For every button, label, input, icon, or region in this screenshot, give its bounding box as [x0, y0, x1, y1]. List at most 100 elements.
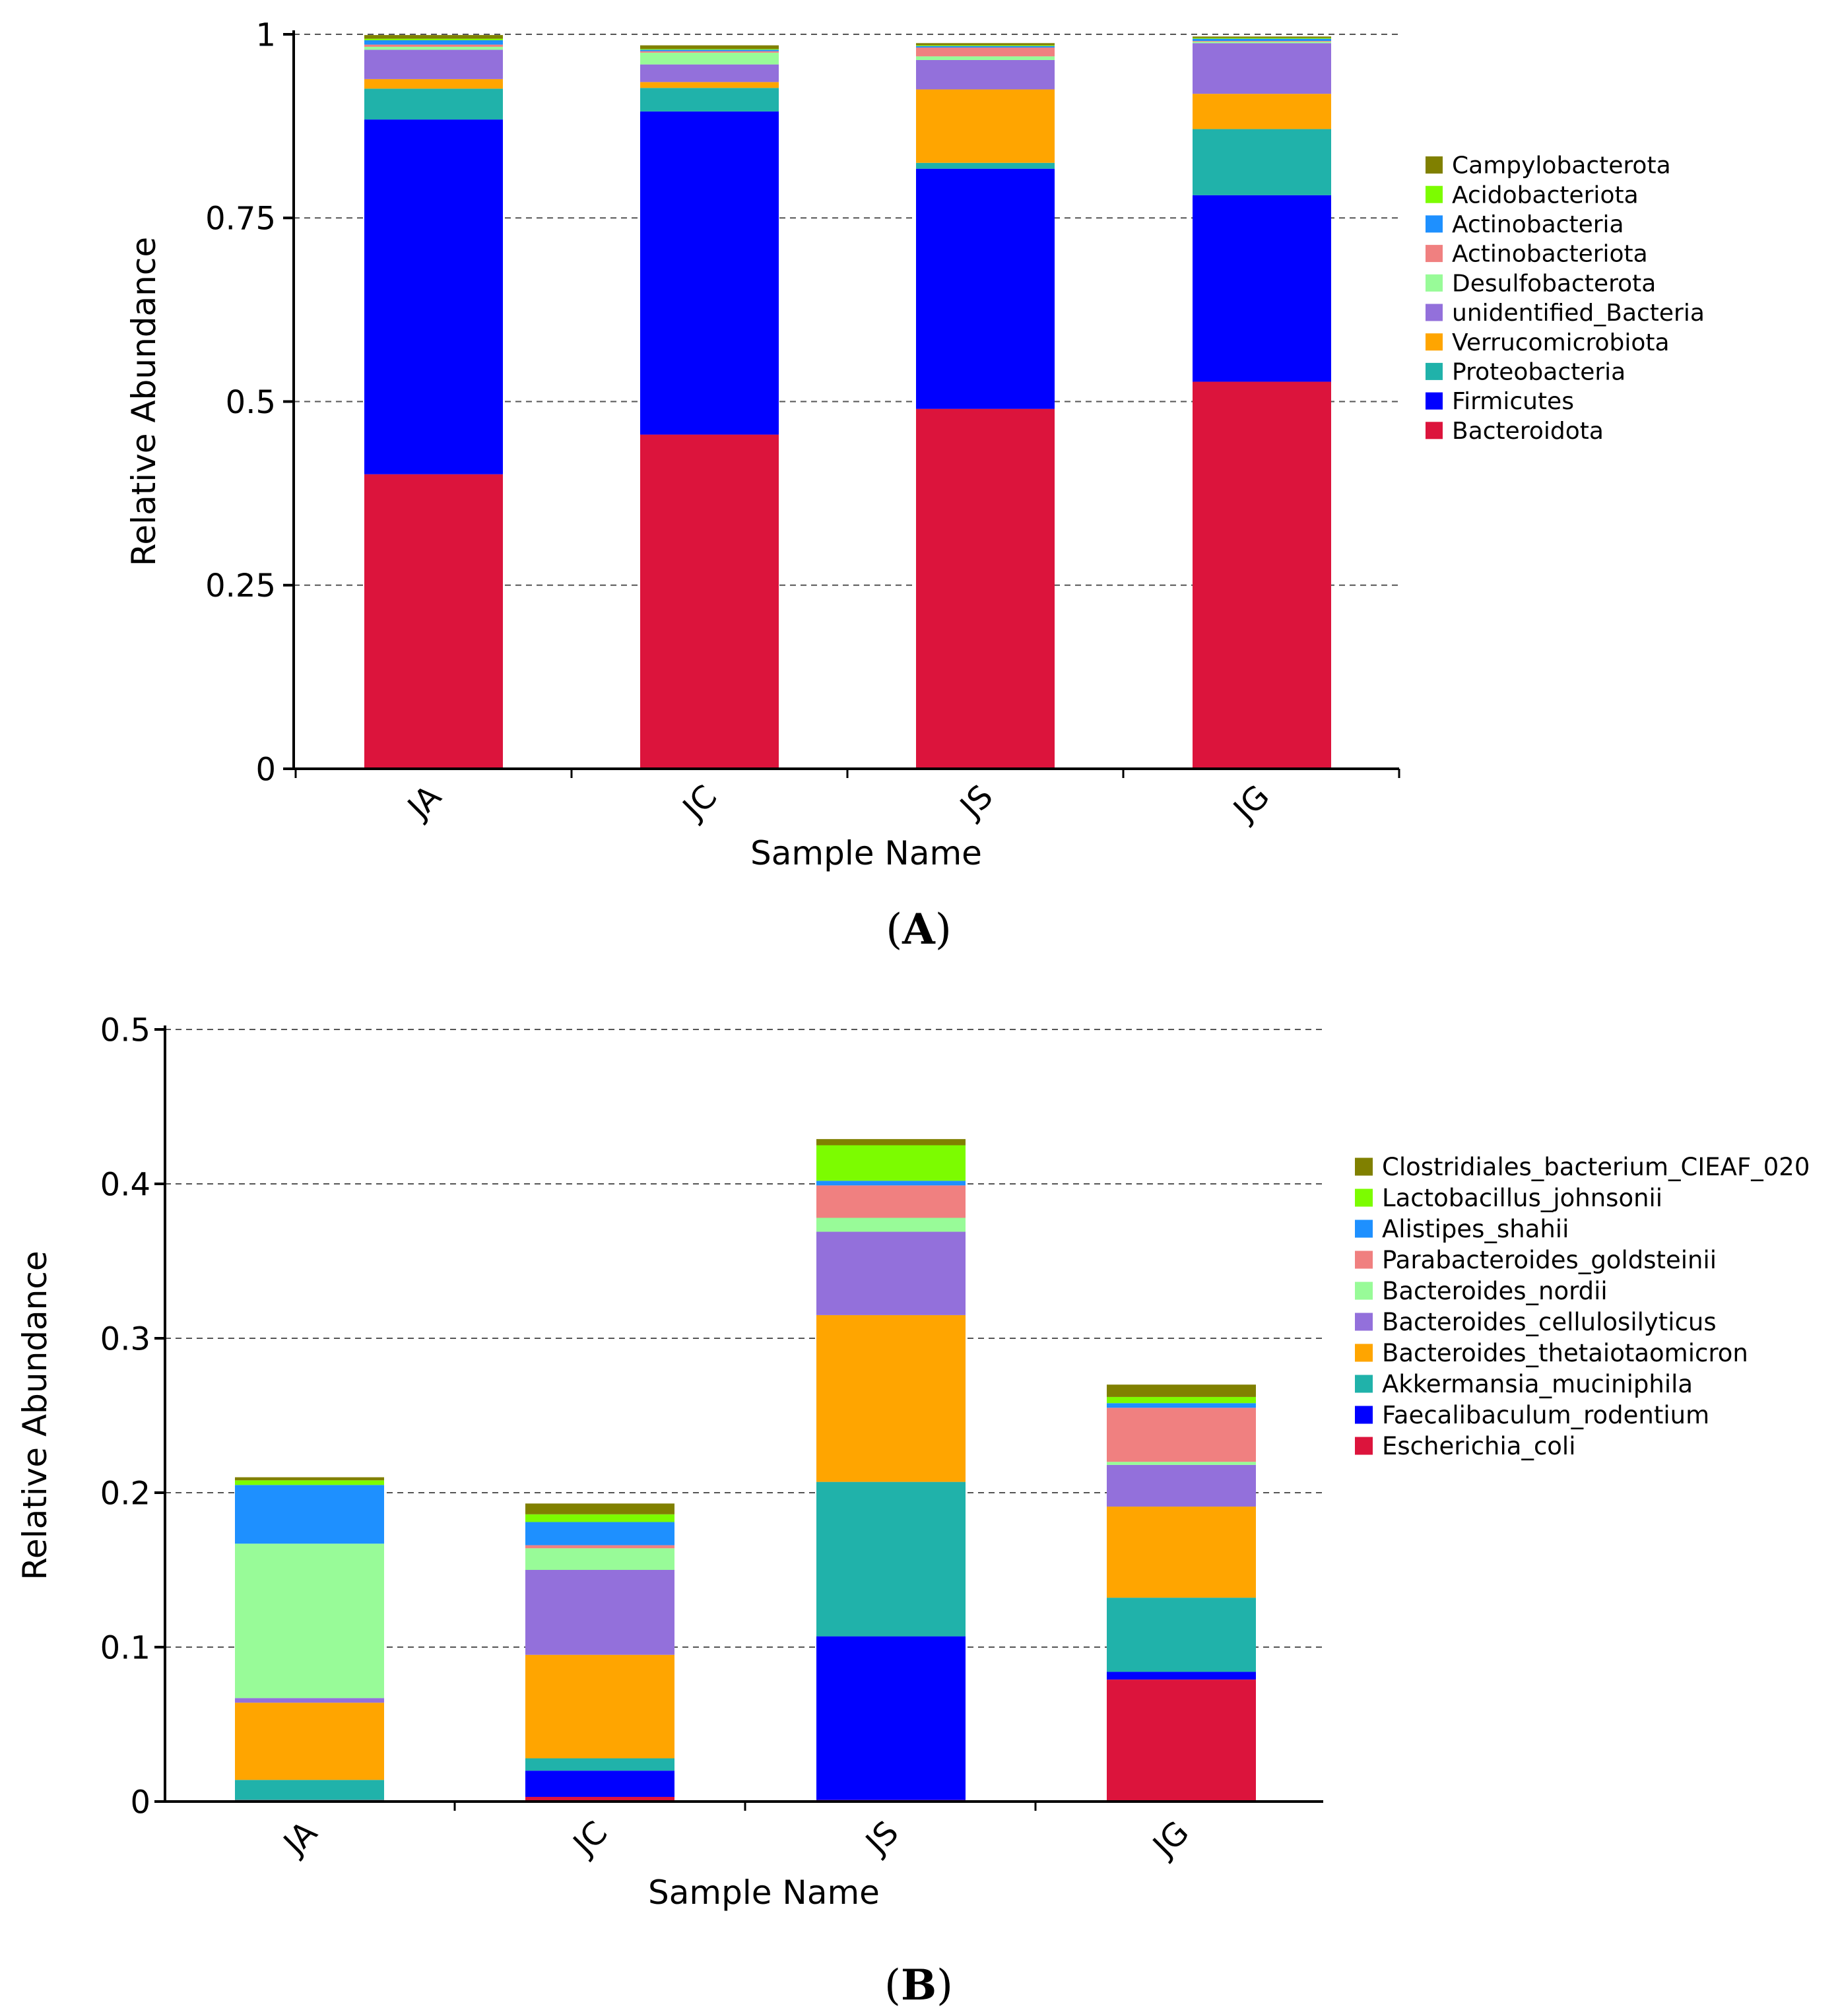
chart-b-y-tick-label: 0: [130, 1784, 150, 1821]
chart-b-bar-segment: [816, 1636, 966, 1800]
chart-b-bar-segment: [816, 1145, 966, 1181]
chart-b-legend-label: Alistipes_shahii: [1382, 1215, 1569, 1243]
chart-b-bar-segment: [816, 1185, 966, 1218]
chart-b-bar-segment: [235, 1477, 384, 1481]
chart-b-bar-segment: [525, 1758, 674, 1771]
chart-a-bar-segment: [364, 79, 503, 89]
chart-a-bar-segment: [916, 59, 1055, 90]
chart-b-bar-segment: [235, 1480, 384, 1485]
chart-a-legend-swatch: [1426, 156, 1443, 174]
chart-a-bar-segment: [640, 52, 779, 65]
chart-a-bar-segment: [916, 46, 1055, 48]
chart-a-legend-swatch: [1426, 245, 1443, 263]
chart-a-bar-segment: [640, 82, 779, 88]
chart-b-bar-segment: [525, 1570, 674, 1655]
chart-a-bar-segment: [1193, 381, 1331, 769]
chart-a-y-tick-label: 0.75: [205, 201, 276, 238]
chart-a-legend-swatch: [1426, 274, 1443, 292]
chart-a-bar-segment: [364, 46, 503, 50]
chart-b-bar-segment: [1107, 1464, 1256, 1507]
chart-a-bar-segment: [364, 49, 503, 79]
chart-b-bar-segment: [816, 1315, 966, 1482]
chart-b-legend-label: Lactobacillus_johnsonii: [1382, 1184, 1662, 1212]
chart-a-panel-label: (A): [886, 905, 952, 954]
chart-a-y-tick-label: 0.5: [226, 384, 276, 421]
chart-b-y-tick-label: 0.5: [100, 1012, 150, 1049]
chart-b-legend-label: Bacteroides_nordii: [1382, 1277, 1608, 1305]
chart-b-bar-segment: [1107, 1462, 1256, 1465]
chart-a-bar-segment: [916, 56, 1055, 60]
chart-a-bar-segment: [364, 88, 503, 120]
chart-a-bar-segment: [1193, 43, 1331, 94]
chart-a-bar-segment: [364, 119, 503, 474]
chart-a-bar-segment: [364, 44, 503, 47]
chart-b-bar-segment: [525, 1654, 674, 1759]
chart-a-legend-label: Campylobacterota: [1452, 152, 1671, 179]
chart-b-panel-label-paren: (: [884, 1961, 901, 2010]
chart-b-y-tick-label: 0.4: [100, 1166, 150, 1203]
chart-a-bar-segment: [916, 162, 1055, 169]
chart-a-bar-segment: [916, 168, 1055, 409]
chart-a-legend-label: Actinobacteria: [1452, 211, 1624, 238]
chart-a-bar-segment: [640, 45, 779, 49]
chart-a-legend-swatch: [1426, 422, 1443, 439]
chart-a-bar-segment: [916, 408, 1055, 769]
chart-a-bar-segment: [916, 89, 1055, 163]
chart-b-bar-segment: [525, 1514, 674, 1522]
chart-b-legend-swatch: [1355, 1437, 1373, 1455]
chart-a-legend-label: Bacteroidota: [1452, 418, 1604, 445]
chart-a-bar-segment: [916, 43, 1055, 46]
chart-b-legend-swatch: [1355, 1282, 1373, 1300]
chart-a-bar-segment: [1193, 195, 1331, 382]
chart-b-legend-swatch: [1355, 1406, 1373, 1424]
chart-b-y-tick-label: 0.1: [100, 1629, 150, 1666]
chart-a-panel-label-letter: A: [902, 905, 936, 954]
chart-a-legend-swatch: [1426, 215, 1443, 233]
chart-b-legend-label: Bacteroides_thetaiotaomicron: [1382, 1339, 1748, 1367]
chart-b-legend-swatch: [1355, 1219, 1373, 1238]
chart-b-legend-label: Clostridiales_bacterium_CIEAF_020: [1382, 1153, 1810, 1181]
chart-a-bar-segment: [1193, 41, 1331, 42]
chart-a-bar-segment: [1193, 38, 1331, 42]
chart-b-bar-segment: [525, 1503, 674, 1514]
chart-b-bar-segment: [1107, 1598, 1256, 1672]
chart-a-bar-segment: [364, 474, 503, 769]
chart-b-bar-segment: [816, 1181, 966, 1186]
chart-b-bar-segment: [1107, 1403, 1256, 1408]
chart-b-bar-segment: [1107, 1679, 1256, 1802]
chart-a-bar-segment: [640, 49, 779, 51]
chart-a-y-tick-label: 0: [255, 751, 276, 788]
chart-b-legend-label: Faecalibaculum_rodentium: [1382, 1401, 1709, 1429]
chart-b-bar-segment: [1107, 1507, 1256, 1598]
chart-a-legend-label: Verrucomicrobiota: [1452, 329, 1670, 356]
chart-b-panel-label-paren: ): [936, 1961, 953, 2010]
chart-a-panel-label-paren: ): [935, 905, 952, 954]
chart-a-y-axis-title: Relative Abundance: [125, 237, 163, 566]
chart-b-legend-label: Bacteroides_cellulosilyticus: [1382, 1308, 1717, 1336]
chart-b-legend-swatch: [1355, 1157, 1373, 1176]
chart-b-bar-segment: [816, 1218, 966, 1232]
chart-b-panel-label: (B): [884, 1961, 953, 2010]
chart-b-bar-segment: [816, 1231, 966, 1315]
chart-a-bar-segment: [364, 40, 503, 45]
chart-a-legend-swatch: [1426, 333, 1443, 351]
chart-b-bar-segment: [1107, 1396, 1256, 1404]
chart-b-y-axis-title: Relative Abundance: [16, 1251, 54, 1580]
chart-a-bar-segment: [640, 111, 779, 435]
chart-a-legend-label: Firmicutes: [1452, 388, 1574, 415]
chart-a-bar-segment: [1193, 129, 1331, 195]
chart-a-legend-label: Desulfobacterota: [1452, 270, 1656, 297]
chart-b-x-axis-title: Sample Name: [648, 1873, 880, 1912]
chart-a-legend-swatch: [1426, 362, 1443, 380]
chart-a-legend-swatch: [1426, 185, 1443, 203]
chart-a-legend-label: Actinobacteriota: [1452, 241, 1648, 268]
chart-b-bar-segment: [816, 1139, 966, 1146]
chart-b-bar-segment: [525, 1522, 674, 1545]
chart-b-y-tick-label: 0.2: [100, 1475, 150, 1512]
chart-a-bar-segment: [916, 48, 1055, 57]
chart-b-bar-segment: [1107, 1408, 1256, 1462]
chart-a-bar-segment: [364, 38, 503, 40]
chart-b-bar-segment: [235, 1780, 384, 1800]
